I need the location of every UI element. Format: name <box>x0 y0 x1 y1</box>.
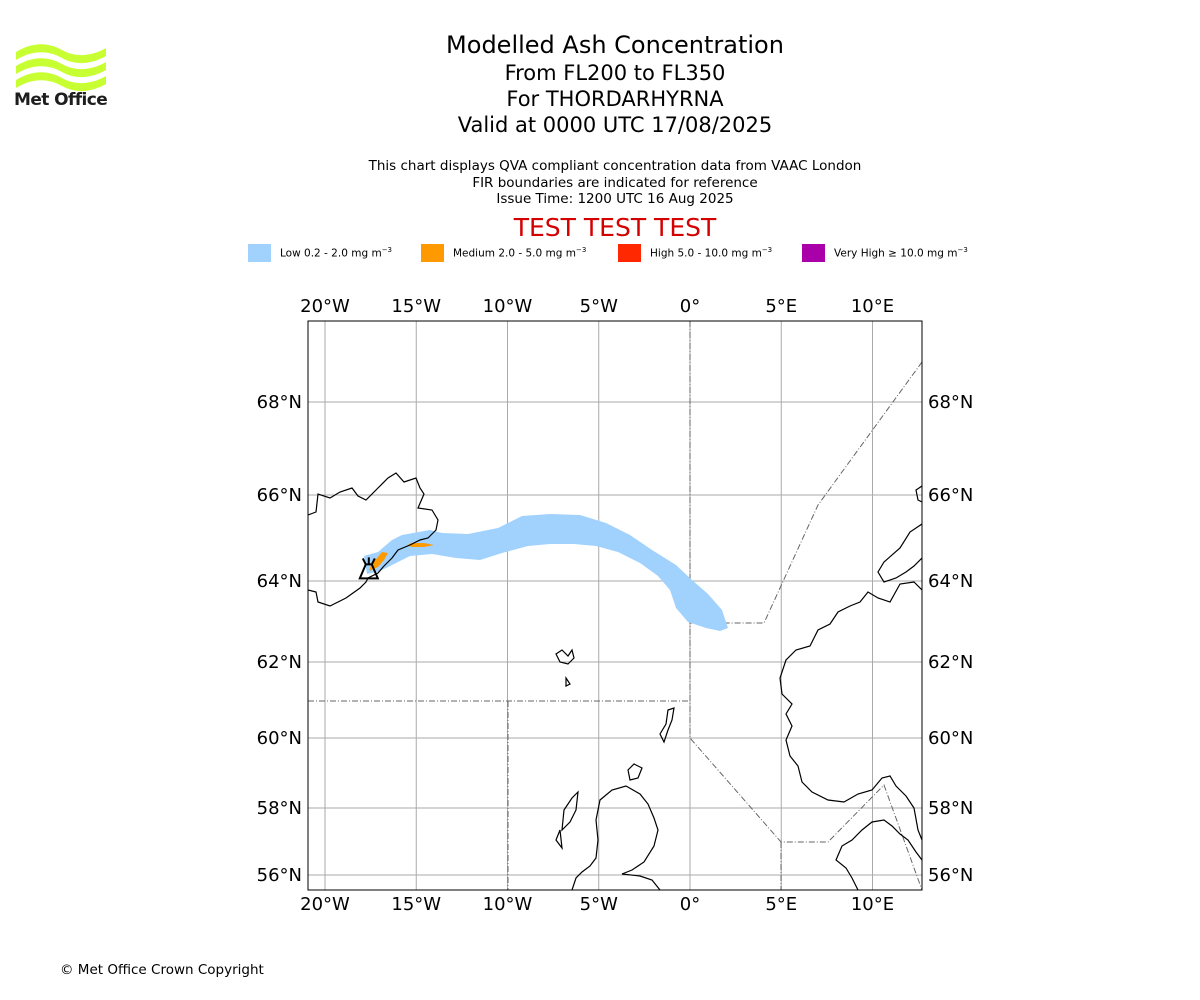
met-office-logo-icon <box>16 44 106 92</box>
legend-swatch-low <box>248 244 271 262</box>
fir-boundary-line <box>689 321 922 890</box>
info-line-1: This chart displays QVA compliant concen… <box>368 158 862 174</box>
lat-label-right: 62°N <box>928 652 973 673</box>
lon-label-top: 0° <box>680 296 700 317</box>
legend-label-high: High 5.0 - 10.0 mg m−3 <box>650 246 773 260</box>
lon-label-bottom: 5°E <box>765 894 797 915</box>
coastline-orkney <box>627 763 643 781</box>
lon-label-top: 10°E <box>851 296 894 317</box>
legend-swatch-very-high <box>802 244 825 262</box>
coastline-scotland <box>571 785 661 890</box>
lon-label-bottom: 0° <box>680 894 700 915</box>
lat-label-left: 62°N <box>257 652 302 673</box>
legend-label-low: Low 0.2 - 2.0 mg m−3 <box>280 246 393 260</box>
coastline-sweden-denmark <box>835 819 922 890</box>
lat-label-left: 58°N <box>257 798 302 819</box>
lon-label-bottom: 5°W <box>580 894 618 915</box>
lon-label-top: 5°E <box>765 296 797 317</box>
ash-plume <box>364 514 728 631</box>
map-frame <box>307 320 923 891</box>
volcano-marker-icon <box>358 557 380 580</box>
legend-swatch-medium <box>421 244 444 262</box>
logo-text: Met Office <box>14 90 108 110</box>
legend-swatch-high <box>618 244 641 262</box>
coastline-faroe <box>555 648 575 687</box>
chart-title: Modelled Ash Concentration From FL200 to… <box>315 30 915 138</box>
lat-label-right: 68°N <box>928 392 973 413</box>
coastline-hebrides <box>555 790 579 851</box>
lon-label-bottom: 10°E <box>851 894 894 915</box>
fir-boundary-line <box>690 361 922 624</box>
lat-label-right: 66°N <box>928 485 973 506</box>
lat-label-left: 64°N <box>257 571 302 592</box>
lat-label-left: 66°N <box>257 485 302 506</box>
coastline-shetland <box>659 707 675 744</box>
copyright: © Met Office Crown Copyright <box>60 962 264 978</box>
ash-area-low <box>364 514 728 631</box>
graticule <box>308 321 922 890</box>
coastline-norway-north <box>877 485 922 583</box>
legend-label-medium: Medium 2.0 - 5.0 mg m−3 <box>453 246 587 260</box>
test-banner: TEST TEST TEST <box>513 213 717 242</box>
lon-label-top: 20°W <box>300 296 350 317</box>
lon-label-bottom: 15°W <box>391 894 441 915</box>
fir-boundaries <box>308 321 922 890</box>
title-line-2: From FL200 to FL350 <box>504 61 726 85</box>
coastline-norway <box>779 581 922 841</box>
lat-label-right: 58°N <box>928 798 973 819</box>
lon-label-bottom: 20°W <box>300 894 350 915</box>
coastline-iceland <box>308 472 439 607</box>
lat-label-left: 68°N <box>257 392 302 413</box>
ash-area-medium <box>369 552 388 571</box>
ash-area-medium <box>407 543 434 547</box>
lat-label-left: 56°N <box>257 865 302 886</box>
lon-label-top: 15°W <box>391 296 441 317</box>
title-line-1: Modelled Ash Concentration <box>446 31 784 59</box>
legend-label-very-high: Very High ≥ 10.0 mg m−3 <box>834 246 968 260</box>
lon-label-top: 10°W <box>483 296 533 317</box>
lat-label-right: 64°N <box>928 571 973 592</box>
lat-label-right: 60°N <box>928 728 973 749</box>
title-line-4: Valid at 0000 UTC 17/08/2025 <box>457 113 773 137</box>
info-text: This chart displays QVA compliant concen… <box>315 158 915 208</box>
info-line-3: Issue Time: 1200 UTC 16 Aug 2025 <box>496 191 734 207</box>
lat-label-right: 56°N <box>928 865 973 886</box>
title-line-3: For THORDARHYRNA <box>506 87 724 111</box>
lon-label-top: 5°W <box>580 296 618 317</box>
axis-labels: 20°W 20°W 15°W 15°W 10°W 10°W 5°W 5°W 0° 0° 5°E 5°E… <box>257 296 974 915</box>
coastlines <box>308 472 922 890</box>
info-line-2: FIR boundaries are indicated for referen… <box>472 174 758 191</box>
lat-label-left: 60°N <box>257 728 302 749</box>
lon-label-bottom: 10°W <box>483 894 533 915</box>
